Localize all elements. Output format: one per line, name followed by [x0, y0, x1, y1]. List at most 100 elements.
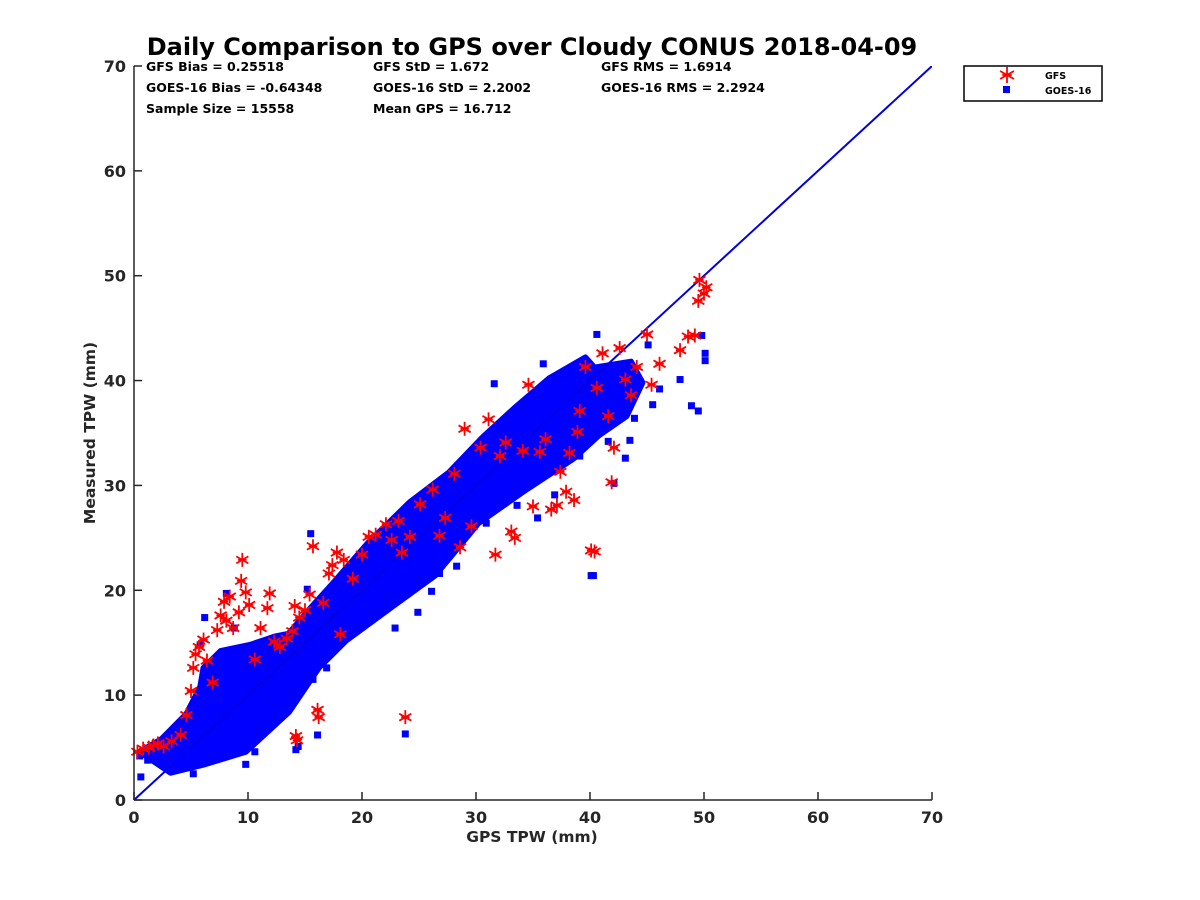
point-goes16-86	[630, 414, 638, 422]
one-to-one-line	[134, 66, 932, 800]
axes: 0 10 20 30 40 50 60 70 0 10 20 30 40 50 60 70	[104, 57, 943, 827]
point-goes16-74	[576, 452, 584, 460]
point-gfs-13	[197, 632, 211, 647]
point-goes16-52	[422, 543, 430, 551]
point-gfs-98	[624, 388, 638, 403]
point-gfs-96	[613, 341, 627, 356]
point-gfs-100	[640, 327, 654, 342]
point-gfs-61	[426, 482, 440, 497]
legend-gfs-asterisk	[999, 67, 1015, 83]
point-gfs-15	[206, 675, 220, 690]
series-gfs	[130, 272, 713, 759]
point-gfs-91	[590, 380, 604, 395]
point-goes16-73	[571, 434, 579, 442]
point-gfs-7	[174, 727, 188, 742]
point-gfs-32	[273, 639, 287, 654]
point-goes16-10	[194, 693, 202, 701]
point-gfs-53	[369, 527, 383, 542]
point-gfs-19	[219, 613, 233, 628]
point-goes16-90	[656, 385, 664, 393]
point-gfs-66	[458, 421, 472, 436]
point-goes16-54	[436, 570, 444, 578]
point-goes16-89	[649, 401, 657, 409]
point-gfs-107	[692, 272, 706, 287]
point-gfs-87	[573, 403, 587, 418]
stat-label: GOES-16 Bias = -0.64348	[146, 80, 322, 95]
point-gfs-85	[567, 493, 581, 508]
point-goes16-78	[593, 330, 601, 338]
point-gfs-41	[306, 539, 320, 554]
point-gfs-23	[234, 573, 248, 588]
point-goes16-14	[205, 674, 213, 682]
point-gfs-93	[601, 409, 615, 424]
legend-box	[963, 65, 1103, 102]
x-tick-label: 10	[237, 808, 259, 827]
point-goes16-9	[192, 719, 200, 727]
point-goes16-8	[189, 770, 197, 778]
point-goes16-50	[408, 572, 416, 580]
point-goes16-71	[559, 402, 567, 410]
point-goes16-13	[203, 714, 211, 722]
point-goes16-61	[490, 380, 498, 388]
point-goes16-4	[162, 762, 170, 770]
point-gfs-58	[398, 710, 412, 725]
point-goes16-36	[317, 645, 325, 653]
point-gfs-37	[290, 733, 304, 748]
y-axis-label: Measured TPW (mm)	[81, 342, 99, 524]
point-gfs-94	[605, 475, 619, 490]
x-tick-label: 60	[807, 808, 829, 827]
point-goes16-75	[581, 391, 589, 399]
point-gfs-20	[223, 589, 237, 604]
point-goes16-57	[462, 488, 470, 496]
point-gfs-79	[539, 432, 553, 447]
point-goes16-93	[694, 407, 702, 415]
point-gfs-60	[413, 497, 427, 512]
point-goes16-31	[299, 651, 307, 659]
y-tick-label: 50	[104, 267, 126, 286]
point-gfs-28	[254, 621, 268, 636]
legend-goes16-marker	[1003, 86, 1010, 93]
point-gfs-29	[260, 601, 274, 616]
point-gfs-101	[645, 377, 659, 392]
y-tick-label: 70	[104, 57, 126, 76]
point-gfs-84	[562, 445, 576, 460]
point-goes16-49	[401, 730, 409, 738]
y-tick-label: 10	[104, 686, 126, 705]
y-tick-label: 0	[115, 791, 126, 810]
point-goes16-80	[604, 437, 612, 445]
point-gfs-43	[312, 710, 326, 725]
point-goes16-84	[621, 454, 629, 462]
point-goes16-66	[528, 409, 536, 417]
point-gfs-16	[210, 623, 224, 638]
point-goes16-51	[414, 608, 422, 616]
point-gfs-99	[630, 359, 644, 374]
point-goes16-85	[626, 436, 634, 444]
point-gfs-102	[653, 356, 667, 371]
point-gfs-14	[200, 653, 214, 668]
point-gfs-25	[239, 585, 253, 600]
point-goes16-3	[153, 753, 161, 761]
point-goes16-60	[482, 519, 490, 527]
y-tick-label: 30	[104, 476, 126, 495]
legend-goes16-label: GOES-16	[1045, 86, 1092, 97]
point-goes16-24	[258, 663, 266, 671]
point-goes16-59	[477, 465, 485, 473]
point-gfs-9	[184, 683, 198, 698]
point-gfs-90	[588, 544, 602, 559]
point-gfs-17	[214, 608, 228, 623]
point-gfs-8	[179, 708, 193, 723]
stats-annotation: GFS Bias = 0.25518 GFS StD = 1.672 GFS RMS…	[146, 59, 765, 116]
point-gfs-69	[482, 412, 496, 427]
point-goes16-55	[445, 522, 453, 530]
point-goes16-21	[242, 760, 250, 768]
point-goes16-30	[294, 743, 302, 751]
x-tick-label: 20	[351, 808, 373, 827]
point-goes16-20	[236, 674, 244, 682]
point-gfs-30	[263, 586, 277, 601]
point-gfs-24	[235, 552, 249, 567]
point-gfs-56	[391, 514, 405, 529]
point-goes16-38	[328, 595, 336, 603]
point-goes16-43	[365, 559, 373, 567]
point-gfs-62	[433, 528, 447, 543]
